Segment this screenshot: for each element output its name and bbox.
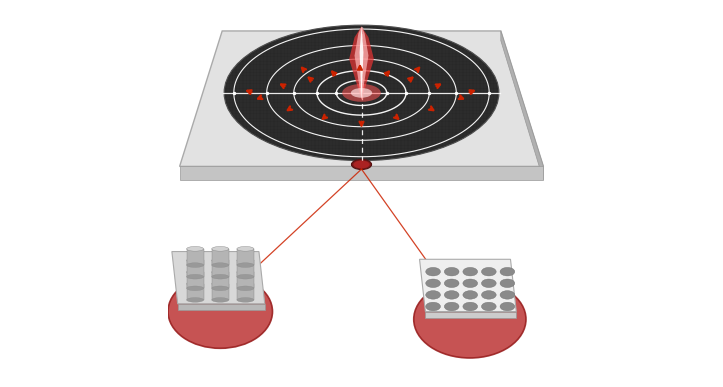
- Polygon shape: [172, 252, 265, 304]
- Ellipse shape: [237, 263, 254, 267]
- Ellipse shape: [187, 247, 204, 251]
- Ellipse shape: [482, 302, 496, 311]
- Ellipse shape: [237, 286, 254, 291]
- Ellipse shape: [237, 270, 254, 274]
- Ellipse shape: [500, 267, 515, 276]
- Polygon shape: [354, 26, 369, 99]
- Ellipse shape: [351, 88, 372, 98]
- Ellipse shape: [237, 298, 254, 302]
- Polygon shape: [349, 26, 374, 99]
- Ellipse shape: [414, 281, 526, 358]
- Ellipse shape: [224, 25, 499, 161]
- Ellipse shape: [212, 274, 228, 279]
- Polygon shape: [179, 166, 544, 180]
- Ellipse shape: [426, 267, 440, 276]
- Polygon shape: [212, 284, 228, 300]
- Polygon shape: [237, 272, 254, 288]
- Ellipse shape: [187, 298, 204, 302]
- Polygon shape: [212, 272, 228, 288]
- Ellipse shape: [482, 267, 496, 276]
- Ellipse shape: [463, 267, 478, 276]
- Ellipse shape: [463, 279, 478, 288]
- Polygon shape: [419, 259, 516, 312]
- Ellipse shape: [426, 291, 440, 299]
- Polygon shape: [179, 31, 544, 166]
- Ellipse shape: [237, 274, 254, 279]
- Ellipse shape: [187, 258, 204, 263]
- Ellipse shape: [482, 291, 496, 299]
- Polygon shape: [187, 284, 204, 300]
- Ellipse shape: [212, 263, 228, 267]
- Ellipse shape: [187, 263, 204, 267]
- Ellipse shape: [463, 302, 478, 311]
- Ellipse shape: [354, 161, 369, 168]
- Ellipse shape: [168, 275, 273, 348]
- Ellipse shape: [187, 274, 204, 279]
- Polygon shape: [178, 304, 265, 310]
- Polygon shape: [237, 260, 254, 277]
- Polygon shape: [237, 284, 254, 300]
- Polygon shape: [212, 249, 228, 265]
- Ellipse shape: [500, 279, 515, 288]
- Polygon shape: [212, 260, 228, 277]
- Ellipse shape: [237, 281, 254, 286]
- Ellipse shape: [342, 84, 381, 102]
- Ellipse shape: [445, 302, 459, 311]
- Polygon shape: [501, 31, 544, 180]
- Polygon shape: [425, 312, 516, 318]
- Ellipse shape: [212, 286, 228, 291]
- Ellipse shape: [445, 291, 459, 299]
- Ellipse shape: [463, 291, 478, 299]
- Ellipse shape: [187, 286, 204, 291]
- Polygon shape: [187, 249, 204, 265]
- Ellipse shape: [187, 270, 204, 274]
- Ellipse shape: [445, 267, 459, 276]
- Ellipse shape: [445, 279, 459, 288]
- Ellipse shape: [212, 258, 228, 263]
- Ellipse shape: [237, 247, 254, 251]
- Ellipse shape: [500, 302, 515, 311]
- Ellipse shape: [212, 247, 228, 251]
- Polygon shape: [187, 260, 204, 277]
- Ellipse shape: [212, 298, 228, 302]
- Polygon shape: [359, 26, 364, 99]
- Ellipse shape: [426, 302, 440, 311]
- Ellipse shape: [187, 281, 204, 286]
- Ellipse shape: [500, 291, 515, 299]
- Ellipse shape: [212, 281, 228, 286]
- Ellipse shape: [426, 279, 440, 288]
- Ellipse shape: [482, 279, 496, 288]
- Ellipse shape: [237, 258, 254, 263]
- Polygon shape: [237, 249, 254, 265]
- Ellipse shape: [212, 270, 228, 274]
- Ellipse shape: [351, 159, 372, 170]
- Polygon shape: [187, 272, 204, 288]
